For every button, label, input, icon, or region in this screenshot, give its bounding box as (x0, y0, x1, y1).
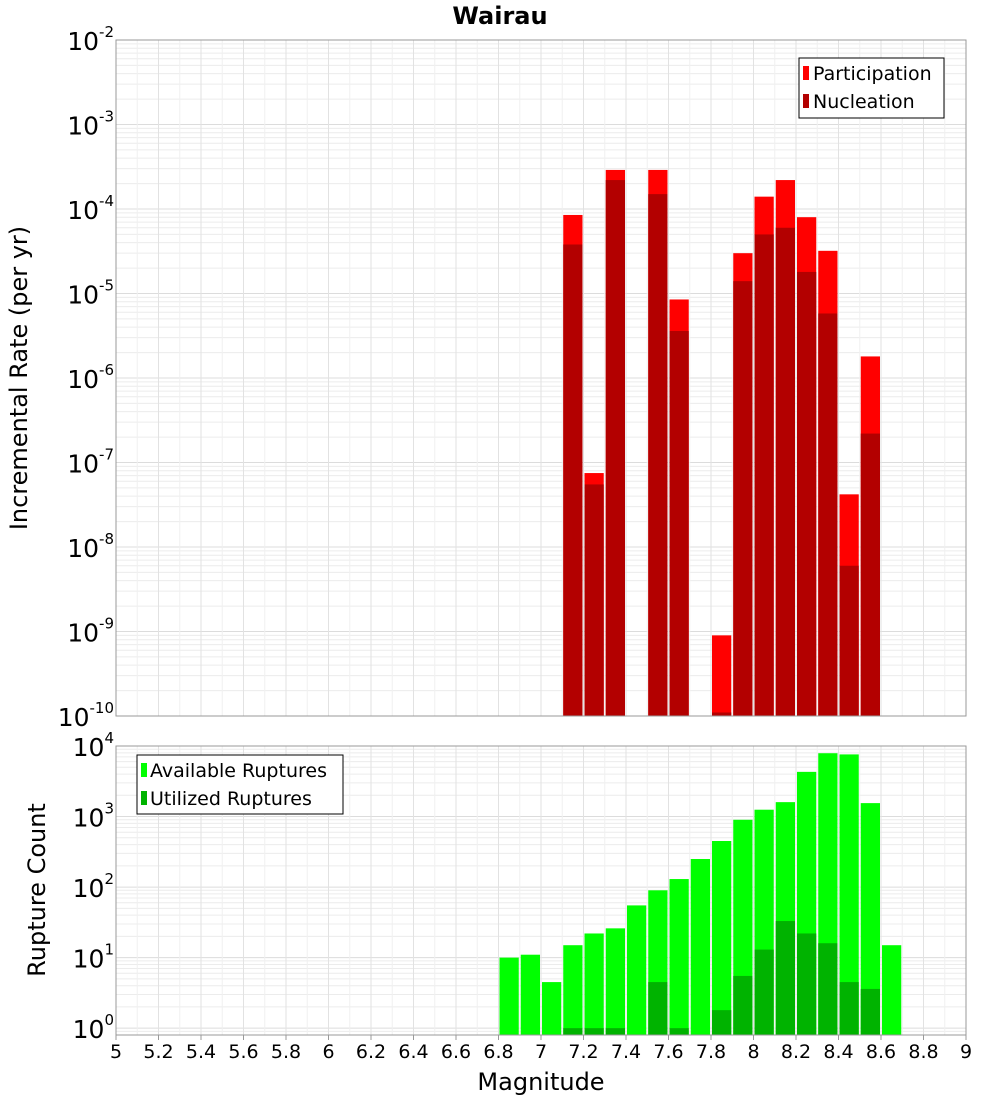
count-plot-legend: Available Ruptures Utilized Ruptures (136, 754, 344, 815)
x-tick-label: 7.4 (611, 1041, 641, 1063)
bar-utilized-ruptures (584, 1028, 604, 1035)
y-tick-label: 10-3 (67, 108, 114, 141)
bar-available-ruptures (563, 945, 583, 1035)
x-tick-label: 7.8 (696, 1041, 726, 1063)
x-tick-label: 5.8 (271, 1041, 301, 1063)
rate-plot-legend: Participation Nucleation (798, 57, 945, 119)
x-tick-label: 8.2 (781, 1041, 811, 1063)
bar-available-ruptures (882, 945, 902, 1035)
bar-nucleation (860, 433, 880, 716)
y-tick-label: 10-8 (67, 530, 114, 563)
y-tick-label: 10-10 (58, 699, 114, 732)
bar-nucleation (839, 565, 859, 716)
bar-utilized-ruptures (733, 975, 753, 1035)
x-tick-label: 7.6 (653, 1041, 683, 1063)
count-plot-y-label: Rupture Count (23, 803, 51, 977)
x-tick-label: 5.6 (228, 1041, 258, 1063)
bar-nucleation (712, 712, 732, 716)
bar-nucleation (584, 484, 604, 716)
rate-plot-y-ticks: 10-10 10-9 10-8 10-7 10-6 10-5 10-4 10-3 10-2 (58, 23, 114, 732)
x-tick-label: 5.4 (186, 1041, 216, 1063)
x-tick-label: 7 (535, 1041, 547, 1063)
x-tick-label: 8 (747, 1041, 759, 1063)
bar-nucleation (818, 313, 838, 716)
x-tick-label: 6.4 (398, 1041, 428, 1063)
legend-available-label: Available Ruptures (150, 760, 327, 782)
x-tick-label: 5.2 (143, 1041, 173, 1063)
bar-available-ruptures (839, 754, 859, 1035)
y-tick-label: 100 (73, 1011, 114, 1044)
bar-utilized-ruptures (797, 933, 817, 1035)
rate-plot-y-label: Incremental Rate (per yr) (5, 226, 33, 530)
y-tick-label: 10-7 (67, 446, 114, 479)
legend-utilized-label: Utilized Ruptures (150, 788, 312, 810)
bar-nucleation (563, 244, 583, 716)
bar-nucleation (754, 234, 774, 717)
bar-nucleation (775, 227, 795, 716)
y-tick-label: 10-9 (67, 615, 114, 648)
chart-title: Wairau (452, 2, 547, 30)
count-plot-y-ticks: 100 101 102 103 104 (73, 729, 114, 1044)
bar-available-ruptures (584, 933, 604, 1035)
bar-available-ruptures (712, 841, 732, 1035)
bar-available-ruptures (627, 905, 647, 1035)
bar-utilized-ruptures (712, 1010, 732, 1035)
y-tick-label: 10-6 (67, 361, 114, 394)
x-tick-label: 5 (110, 1041, 122, 1063)
x-tick-label: 9 (960, 1041, 972, 1063)
bar-utilized-ruptures (839, 982, 859, 1035)
bar-nucleation (669, 330, 689, 716)
bar-available-ruptures (520, 954, 540, 1035)
bar-available-ruptures (542, 982, 562, 1035)
bar-nucleation (605, 180, 625, 716)
bar-utilized-ruptures (775, 921, 795, 1035)
bar-utilized-ruptures (563, 1028, 583, 1035)
x-tick-label: 6.8 (483, 1041, 513, 1063)
x-axis-label: Magnitude (477, 1068, 604, 1096)
legend-utilized-swatch (141, 791, 147, 805)
bar-utilized-ruptures (648, 982, 668, 1035)
bar-utilized-ruptures (860, 988, 880, 1035)
count-plot-bars (499, 753, 902, 1035)
y-tick-label: 10-2 (67, 23, 114, 56)
x-tick-label: 7.2 (568, 1041, 598, 1063)
bar-available-ruptures (499, 957, 519, 1035)
bar-nucleation (733, 281, 753, 716)
bar-nucleation (797, 271, 817, 716)
x-tick-label: 6.6 (441, 1041, 471, 1063)
legend-nucleation-label: Nucleation (813, 91, 915, 113)
bar-participation (712, 635, 732, 716)
legend-available-swatch (141, 763, 147, 777)
x-tick-label: 8.4 (823, 1041, 853, 1063)
legend-participation-label: Participation (813, 63, 932, 85)
y-tick-label: 10-4 (67, 192, 114, 225)
bar-available-ruptures (690, 859, 710, 1035)
bar-nucleation (648, 194, 668, 716)
bar-utilized-ruptures (605, 1028, 625, 1035)
legend-participation-swatch (803, 66, 809, 80)
bar-utilized-ruptures (818, 943, 838, 1035)
y-tick-label: 102 (73, 870, 114, 903)
y-tick-label: 10-5 (67, 277, 114, 310)
x-tick-label: 6.2 (356, 1041, 386, 1063)
bar-available-ruptures (669, 879, 689, 1035)
rate-plot-grid (115, 40, 967, 717)
bar-available-ruptures (605, 928, 625, 1035)
y-tick-label: 101 (73, 941, 114, 974)
x-tick-label: 8.6 (866, 1041, 896, 1063)
legend-nucleation-swatch (803, 94, 809, 108)
bar-available-ruptures (860, 803, 880, 1035)
count-plot-x-ticks: 5 5.2 5.4 5.6 5.8 6 6.2 6.4 6.6 6.8 7 7.2 7.4 7.6 7.8 8… (110, 1035, 972, 1063)
y-tick-label: 103 (73, 800, 114, 833)
bar-utilized-ruptures (754, 949, 774, 1035)
rate-plot-frame (115, 39, 967, 717)
x-tick-label: 8.8 (908, 1041, 938, 1063)
rate-plot-legend-box (798, 57, 945, 119)
x-tick-label: 6 (322, 1041, 334, 1063)
bar-utilized-ruptures (669, 1028, 689, 1035)
rate-plot-bars (563, 169, 880, 717)
count-plot-legend-box (136, 754, 344, 815)
y-tick-label: 104 (73, 729, 114, 762)
